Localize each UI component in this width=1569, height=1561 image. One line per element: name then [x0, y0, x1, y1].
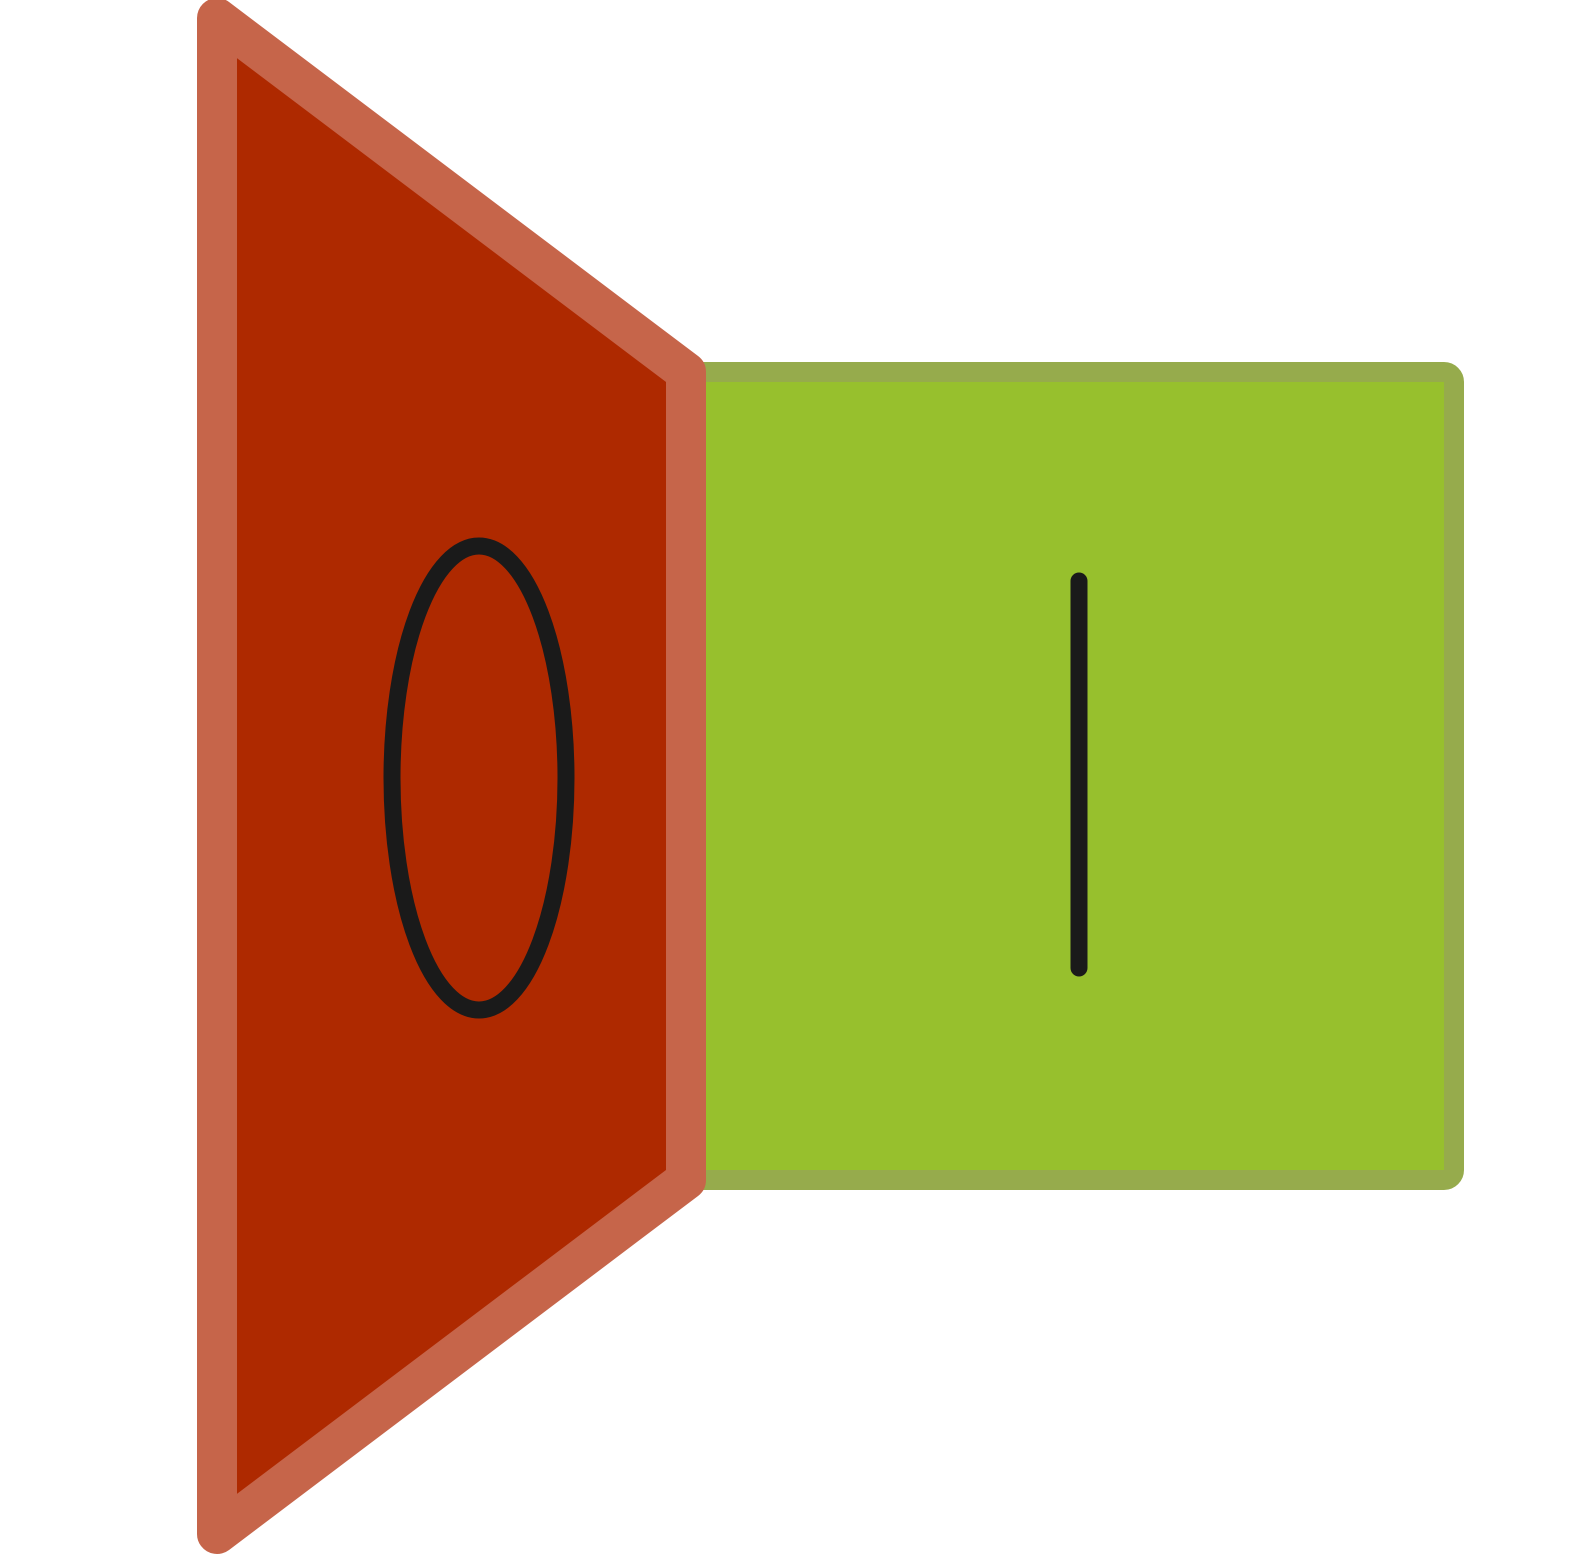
on-panel-fill: [664, 372, 1454, 1180]
off-symbol-ellipse: [383, 537, 575, 1019]
on-panel: [654, 362, 1464, 1190]
off-panel-border: [197, 0, 706, 1554]
off-panel-fill: [217, 18, 686, 1534]
off-panel: [197, 0, 706, 1554]
